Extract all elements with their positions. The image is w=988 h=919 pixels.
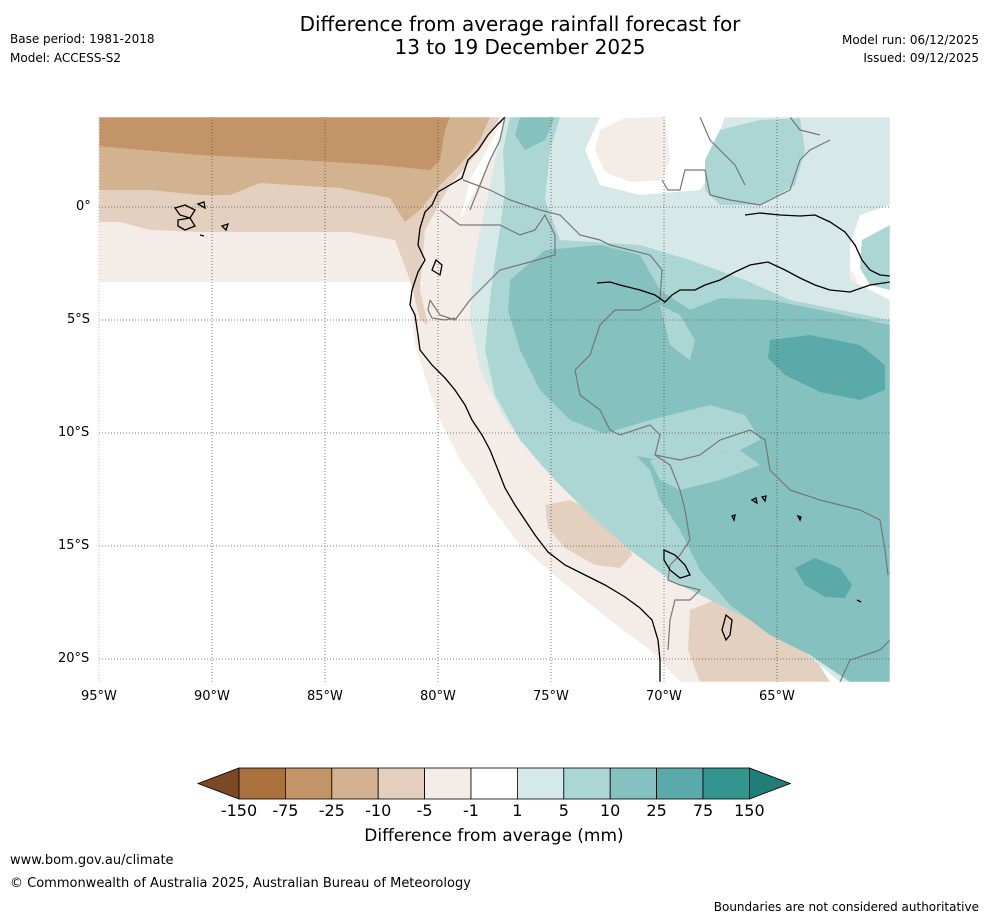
website-text: www.bom.gov.au/climate bbox=[10, 853, 174, 868]
border-colombia bbox=[462, 179, 663, 301]
lat-label-10s: 10°S bbox=[58, 425, 90, 440]
copyright-text: © Commonwealth of Australia 2025, Austra… bbox=[10, 876, 471, 891]
border-guyana bbox=[789, 117, 821, 136]
border-peru-brazil bbox=[574, 299, 889, 576]
colorbar-tick-label: 5 bbox=[558, 801, 569, 820]
lon-label-90w: 90°W bbox=[194, 689, 230, 704]
lon-label-80w: 80°W bbox=[420, 689, 456, 704]
wet-band-25-east bbox=[768, 335, 885, 400]
colorbar-tick-label: -25 bbox=[318, 801, 345, 820]
country-borders bbox=[427, 117, 890, 682]
colorbar-tick-label: -5 bbox=[416, 801, 433, 820]
dry-patch-caribbean bbox=[595, 117, 670, 182]
coast-islands-bolivia bbox=[721, 495, 862, 642]
coastlines bbox=[173, 117, 890, 682]
lon-label-75w: 75°W bbox=[533, 689, 569, 704]
colorbar-tick-label: 25 bbox=[646, 801, 667, 820]
disclaimer-text: Boundaries are not considered authoritat… bbox=[713, 900, 979, 914]
wet-band-5-east bbox=[860, 225, 890, 290]
dry-band-coast bbox=[410, 117, 830, 682]
coast-lake-titicaca bbox=[663, 548, 691, 579]
border-venezuela bbox=[661, 139, 831, 206]
wet-band-5-north bbox=[705, 118, 805, 205]
wet-gap-10 bbox=[600, 305, 760, 460]
coast-gulf bbox=[431, 258, 443, 277]
border-ecuador-peru bbox=[427, 299, 456, 321]
coast-amazon bbox=[596, 261, 890, 303]
border-paraguay bbox=[839, 639, 890, 682]
lat-label-20s: 20°S bbox=[58, 651, 90, 666]
title-line-1: Difference from average rainfall forecas… bbox=[299, 12, 741, 36]
title-line-2: 13 to 19 December 2025 bbox=[394, 35, 646, 59]
coast-north bbox=[744, 212, 890, 277]
lat-label-0: 0° bbox=[76, 199, 91, 214]
wet-band-10 bbox=[508, 117, 890, 682]
base-period-text: Base period: 1981-2018 bbox=[10, 32, 155, 46]
dry-patch-peru-coast bbox=[545, 500, 632, 568]
coast-pacific bbox=[409, 117, 661, 682]
ocean-normal-south bbox=[99, 282, 680, 682]
issued-text: Issued: 09/12/2025 bbox=[863, 51, 979, 65]
lat-label-5s: 5°S bbox=[67, 312, 91, 327]
border-ecuador bbox=[429, 209, 556, 321]
colorbar-tick-label: 75 bbox=[692, 801, 714, 820]
lon-label-85w: 85°W bbox=[307, 689, 343, 704]
map-frame bbox=[98, 116, 891, 683]
anomaly-field bbox=[99, 117, 890, 682]
lat-label-15s: 15°S bbox=[58, 538, 90, 553]
dry-band-minus25-north bbox=[99, 117, 450, 170]
dry-patch-bolivia bbox=[688, 600, 830, 682]
colorbar-tick-label: -1 bbox=[463, 801, 479, 820]
lon-label-95w: 95°W bbox=[81, 689, 117, 704]
colorbar-tick-label: -75 bbox=[272, 801, 299, 820]
model-run-text: Model run: 06/12/2025 bbox=[841, 33, 979, 47]
border-bolivia bbox=[654, 454, 702, 651]
colorbar-tick-label: 1 bbox=[512, 801, 523, 820]
wet-band-25-south bbox=[795, 558, 852, 598]
border-panama bbox=[469, 117, 506, 211]
colorbar-label: Difference from average (mm) bbox=[364, 826, 624, 846]
model-text: Model: ACCESS-S2 bbox=[10, 51, 122, 65]
coast-islands-1 bbox=[173, 201, 206, 231]
colorbar-tick-label: -10 bbox=[365, 801, 392, 820]
colorbar-tick-label: 150 bbox=[734, 801, 765, 820]
lon-label-70w: 70°W bbox=[646, 689, 682, 704]
coast-islands-2 bbox=[199, 222, 230, 237]
border-venezuela-north bbox=[699, 117, 746, 186]
colorbar-tick-label: 10 bbox=[600, 801, 621, 820]
colorbar-tick-label: -150 bbox=[220, 801, 258, 820]
map-title: Difference from average rainfall forecas… bbox=[0, 13, 988, 59]
lon-label-65w: 65°W bbox=[759, 689, 795, 704]
